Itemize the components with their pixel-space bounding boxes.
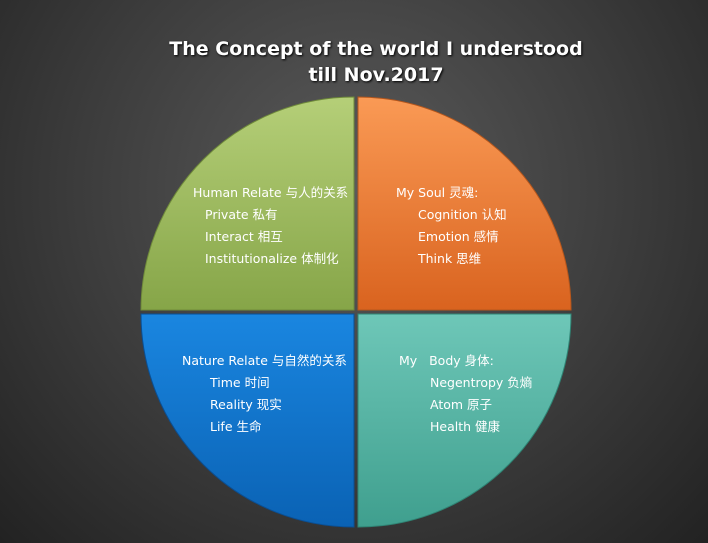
human-relate-heading: Human Relate 与人的关系 bbox=[193, 185, 348, 200]
human-relate-item: Institutionalize 体制化 bbox=[205, 251, 339, 266]
human-relate-item: Interact 相互 bbox=[205, 229, 283, 244]
my-body-item: Negentropy 负熵 bbox=[430, 375, 532, 390]
my-body-heading: My Body 身体: bbox=[399, 353, 494, 368]
nature-relate-item: Time 时间 bbox=[209, 375, 270, 390]
title-line-1: The Concept of the world I understood bbox=[169, 38, 583, 60]
my-body-item: Atom 原子 bbox=[430, 397, 492, 412]
my-soul-item: Emotion 感情 bbox=[418, 229, 499, 244]
nature-relate-heading: Nature Relate 与自然的关系 bbox=[182, 353, 347, 368]
quadrant-my-soul bbox=[357, 96, 572, 311]
quadrant-nature-relate bbox=[140, 313, 355, 528]
my-soul-heading: My Soul 灵魂: bbox=[396, 185, 478, 200]
human-relate-item: Private 私有 bbox=[205, 207, 278, 222]
my-body-item: Health 健康 bbox=[430, 419, 501, 434]
my-soul-item: Think 思维 bbox=[417, 251, 481, 266]
nature-relate-item: Reality 现实 bbox=[210, 397, 282, 412]
quadrant-human-relate bbox=[140, 96, 355, 311]
title-line-2: till Nov.2017 bbox=[308, 64, 444, 86]
quadrant-my-body bbox=[357, 313, 572, 528]
nature-relate-item: Life 生命 bbox=[210, 419, 262, 434]
my-soul-item: Cognition 认知 bbox=[418, 207, 507, 222]
